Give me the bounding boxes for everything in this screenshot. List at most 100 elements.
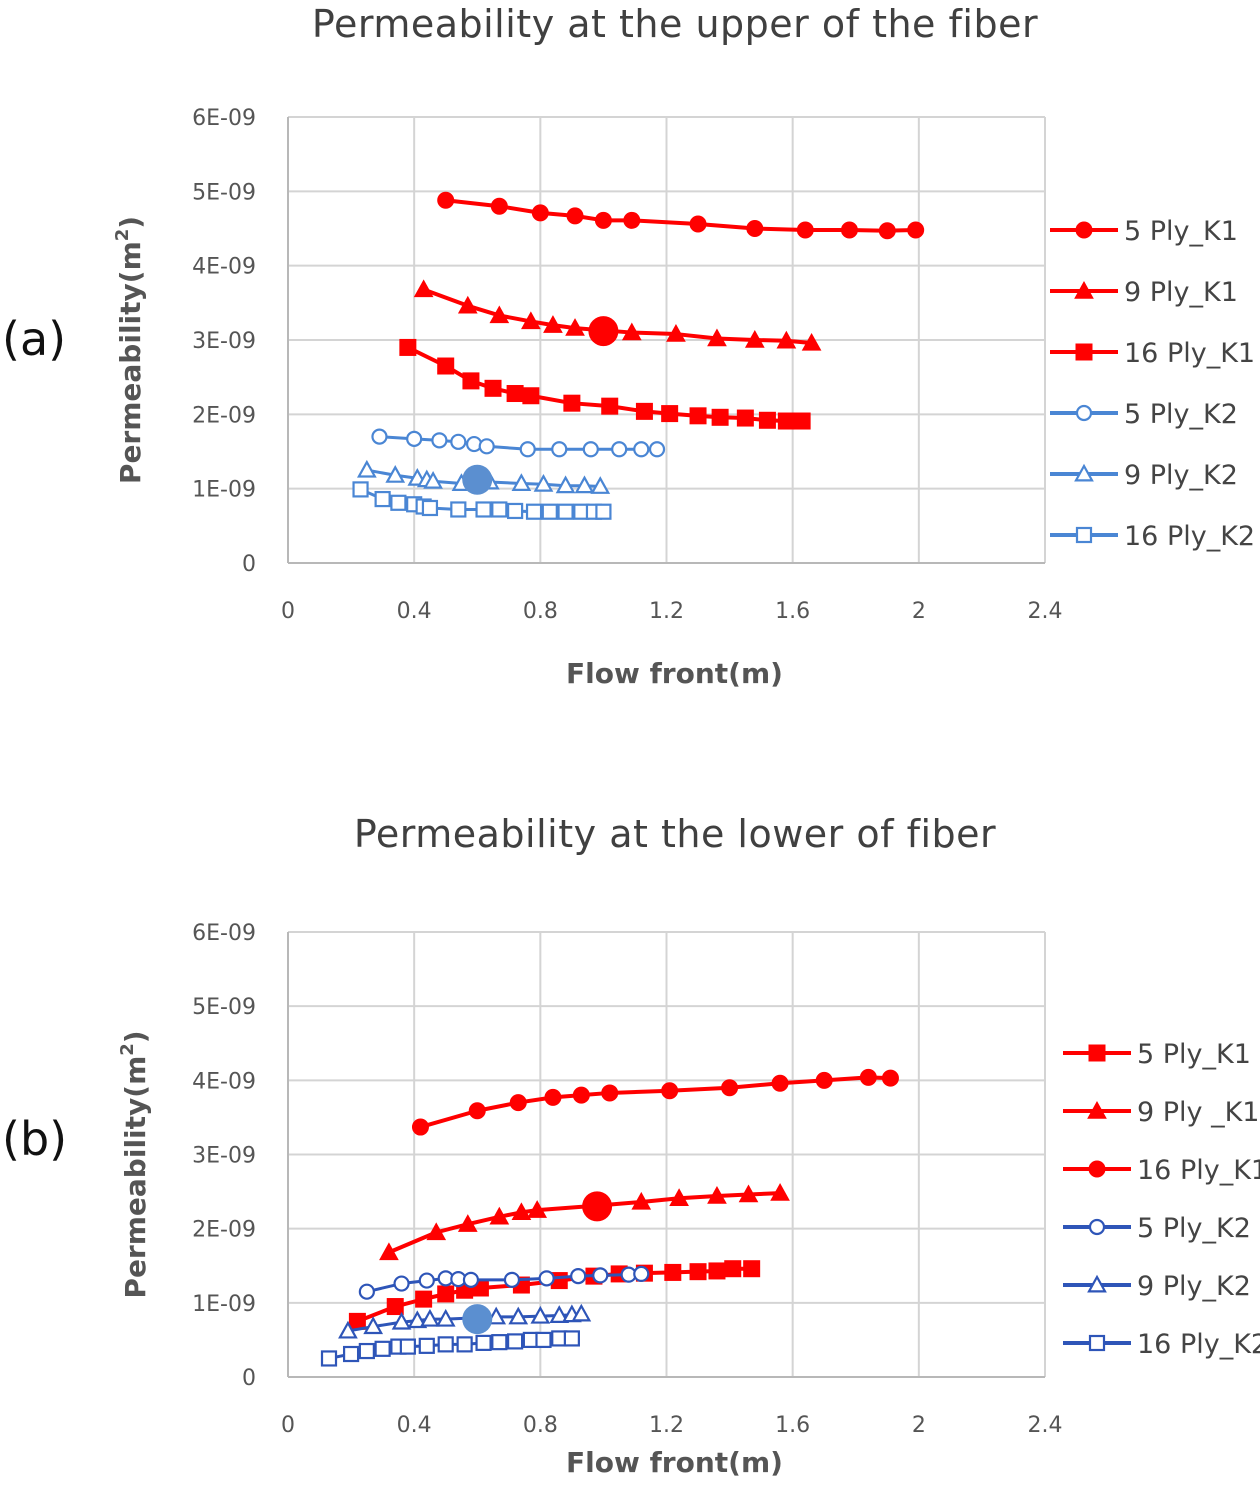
series-16-ply_k2	[320, 1330, 580, 1367]
data-point	[379, 1242, 399, 1261]
legend-marker	[1088, 1218, 1106, 1236]
legend-marker	[1088, 1160, 1106, 1178]
data-point	[533, 473, 554, 492]
data-point	[689, 215, 707, 233]
series-line	[406, 345, 803, 424]
highlight-point	[462, 464, 493, 495]
y-axis-title: Permeability(m2)	[117, 1030, 152, 1298]
data-point	[746, 220, 764, 237]
data-point	[511, 473, 532, 491]
legend-label: 9 Ply_K2	[1137, 1271, 1251, 1302]
data-point	[371, 428, 388, 445]
y-tick-label: 1E-09	[192, 1292, 256, 1317]
data-point	[595, 503, 612, 520]
data-point	[543, 315, 563, 333]
data-point	[771, 1074, 789, 1092]
y-tick-label: 3E-09	[192, 329, 256, 354]
data-point	[421, 499, 439, 517]
data-point	[776, 330, 797, 349]
data-point	[633, 1265, 650, 1283]
data-point	[611, 441, 628, 458]
legend-item: 9 Ply_K2	[1050, 460, 1238, 491]
y-tick-label: 1E-09	[192, 478, 256, 503]
data-point	[582, 441, 599, 458]
data-point	[544, 1088, 562, 1106]
legend-label: 16 Ply_K1	[1137, 1155, 1260, 1186]
data-point	[743, 1260, 761, 1278]
data-point	[859, 1068, 877, 1086]
chart-title: Permeability at the lower of fiber	[353, 812, 997, 856]
data-point	[707, 1186, 727, 1204]
data-point	[549, 1305, 570, 1323]
highlight-point	[582, 1191, 613, 1222]
legend-item: 16 Ply_K1	[1063, 1155, 1260, 1186]
data-point	[721, 1079, 739, 1097]
series-5-ply_k2	[358, 1265, 650, 1300]
legend-marker	[1088, 1044, 1106, 1062]
data-point	[503, 1271, 521, 1288]
legend-label: 9 Ply_K2	[1124, 460, 1238, 491]
data-point	[489, 305, 510, 324]
y-tick-label: 5E-09	[192, 180, 256, 205]
data-point	[407, 1310, 428, 1329]
data-point	[462, 1271, 480, 1288]
data-point	[570, 1268, 587, 1285]
legend-marker	[1088, 1334, 1106, 1352]
data-point	[521, 311, 541, 330]
x-tick-label: 2.4	[1028, 599, 1063, 624]
data-point	[415, 1290, 433, 1308]
data-point	[648, 441, 666, 458]
x-tick-label: 0	[281, 599, 295, 624]
data-point	[724, 1260, 742, 1278]
data-point	[475, 501, 492, 518]
legend-item: 5 Ply_K1	[1050, 216, 1238, 247]
data-point	[420, 1308, 440, 1327]
data-point	[522, 387, 540, 405]
panel-label: (a)	[2, 312, 67, 366]
data-point	[338, 1320, 358, 1339]
data-point	[431, 432, 448, 449]
data-point	[527, 1200, 548, 1218]
data-point	[563, 1330, 580, 1347]
x-tick-label: 2.4	[1028, 1413, 1063, 1438]
data-point	[738, 1184, 759, 1203]
legend-marker	[1075, 404, 1093, 422]
data-point	[708, 1262, 726, 1280]
chart-panel-b: Permeability at the lower of fiber (b) 0…	[0, 800, 1260, 1489]
x-tick-label: 0.8	[523, 1413, 558, 1438]
data-point	[840, 221, 858, 239]
data-point	[530, 1305, 551, 1324]
legend-marker	[1074, 280, 1094, 299]
data-point	[777, 412, 795, 430]
legend-marker	[1087, 1100, 1107, 1119]
data-point	[423, 470, 443, 489]
data-point	[489, 1206, 510, 1225]
data-point	[385, 465, 406, 483]
legend-item: 5 Ply_K2	[1063, 1213, 1251, 1244]
legend-item: 9 Ply _K1	[1063, 1097, 1260, 1128]
data-point	[490, 197, 508, 215]
data-point	[418, 1337, 435, 1354]
data-point	[418, 1272, 435, 1289]
x-tick-label: 1.6	[775, 1413, 810, 1438]
chart-title: Permeability at the upper of the fiber	[311, 2, 1039, 46]
data-point	[363, 1316, 384, 1335]
data-point	[661, 1082, 679, 1100]
data-point	[601, 397, 619, 415]
panel-label: (b)	[2, 1112, 68, 1166]
data-point	[352, 481, 369, 498]
data-point	[358, 1283, 375, 1300]
data-point	[491, 501, 508, 518]
data-point	[390, 494, 407, 511]
data-point	[711, 408, 729, 426]
data-point	[815, 1071, 833, 1089]
data-point	[572, 1086, 590, 1104]
x-tick-label: 0.4	[397, 599, 432, 624]
data-point	[450, 433, 467, 450]
data-point	[590, 476, 611, 494]
data-point	[535, 1331, 552, 1349]
data-point	[574, 475, 595, 494]
series-16-ply_k1	[411, 1068, 899, 1136]
data-point	[342, 1345, 360, 1363]
data-point	[563, 394, 581, 412]
